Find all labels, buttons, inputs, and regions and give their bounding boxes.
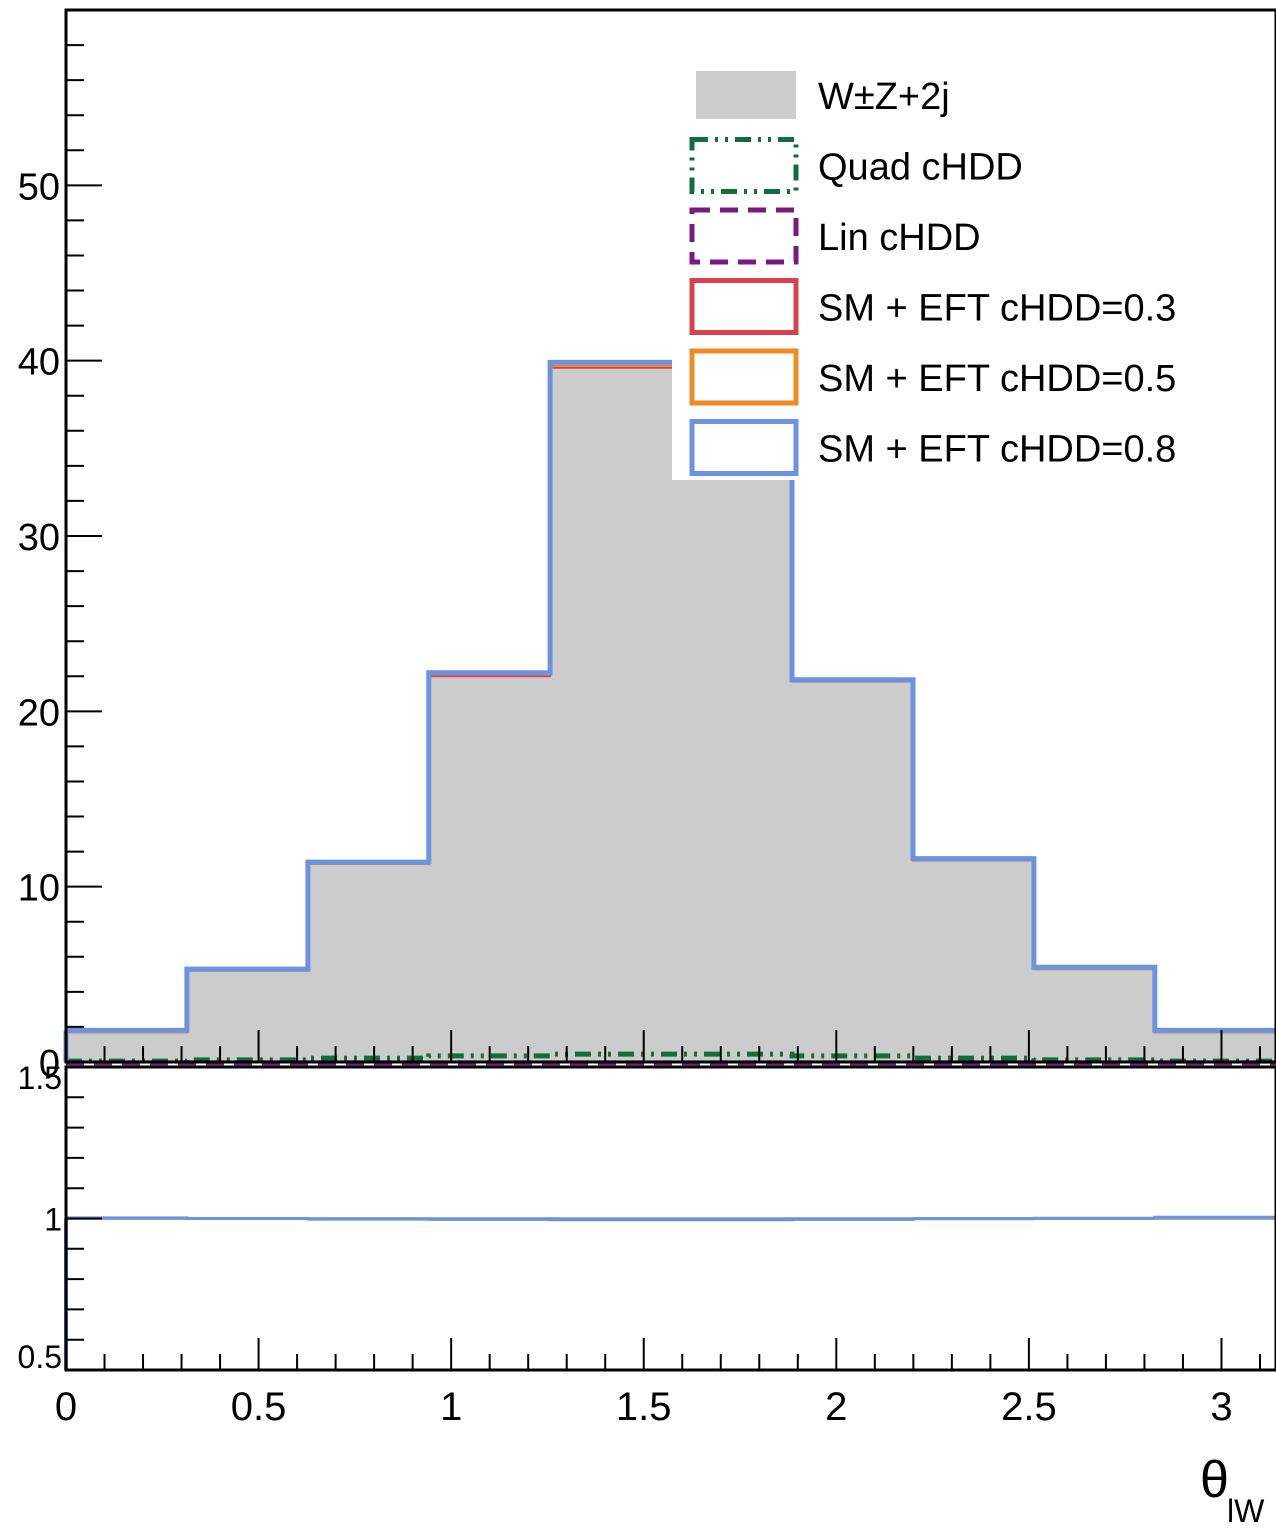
x-tick-label: 1.5: [616, 1385, 672, 1429]
ratio-lines-layer: [64, 1215, 1276, 1370]
x-axis-label-sub: lW: [1227, 1493, 1265, 1529]
ratio-y-tick-label: 1.5: [18, 1060, 62, 1096]
main-axes: 0 10 20 30 40 50: [18, 8, 1276, 1085]
legend-swatch: [689, 419, 799, 476]
ratio-series-chdd-0-8: [66, 1215, 1276, 1222]
bar-wz2j-bin-1: [186, 970, 309, 1062]
x-axis-label-main: θ: [1200, 1451, 1229, 1509]
x-axis-label: θ lW: [1200, 1451, 1265, 1529]
legend-swatch: [689, 207, 799, 265]
ratio-axes: 0.5 1 1.5 0 0.5 1 1.5 2 2.5 3: [18, 1060, 1276, 1429]
ratio-y-tick-label: 0.5: [18, 1339, 62, 1375]
legend-item: W±Z+2j: [696, 71, 950, 119]
x-tick-label: 1: [440, 1385, 462, 1429]
legend-label: SM + EFT cHDD=0.5: [818, 358, 1176, 400]
legend-label: W±Z+2j: [818, 76, 950, 118]
legend-label: SM + EFT cHDD=0.8: [818, 429, 1176, 471]
x-tick-label: 0.5: [231, 1385, 287, 1429]
legend-swatch: [689, 278, 799, 335]
bar-wz2j-bin-7: [913, 860, 1035, 1062]
main-y-tick-label: 10: [18, 868, 60, 910]
legend-item: Lin cHDD: [689, 207, 981, 265]
main-y-tick-label: 40: [18, 342, 60, 384]
bar-wz2j-bin-8: [1033, 969, 1156, 1062]
x-tick-label: 0: [55, 1385, 77, 1429]
bar-wz2j-bin-5: [671, 367, 793, 1062]
legend-swatch: [696, 71, 796, 119]
main-y-tick-label: 50: [18, 166, 60, 208]
x-tick-label: 2: [825, 1385, 847, 1429]
series-sm-eft-chdd-0-8: [66, 359, 1276, 1033]
main-y-tick-label: 20: [18, 692, 60, 734]
bar-wz2j-bin-0: [66, 1032, 188, 1062]
legend-swatch: [689, 137, 799, 194]
legend-item: Quad cHDD: [689, 137, 1023, 194]
legend-label: Lin cHDD: [818, 217, 981, 259]
bar-wz2j-bin-2: [307, 863, 430, 1062]
legend-item: SM + EFT cHDD=0.8: [689, 419, 1176, 476]
legend: W±Z+2j Quad cHDD Lin cHDD SM + EFT cHDD=0.3…: [672, 60, 1272, 480]
x-tick-label: 3: [1210, 1385, 1232, 1429]
main-y-tick-label: 0: [39, 1043, 60, 1085]
bar-wz2j-bin-9: [1154, 1032, 1276, 1062]
series-quad-chdd: [66, 1051, 1276, 1064]
main-y-tick-label: 30: [18, 517, 60, 559]
x-tick-label: 2.5: [1001, 1385, 1057, 1429]
bar-wz2j-bin-4: [550, 367, 672, 1062]
legend-swatch: [689, 348, 799, 406]
ratio-y-tick-label: 1: [44, 1202, 62, 1238]
main-fill-layer: [66, 367, 1276, 1062]
legend-item: SM + EFT cHDD=0.3: [689, 278, 1176, 335]
legend-label: SM + EFT cHDD=0.3: [818, 288, 1176, 330]
bar-wz2j-bin-3: [428, 676, 551, 1062]
legend-label: Quad cHDD: [818, 147, 1023, 189]
bar-wz2j-bin-6: [792, 681, 914, 1062]
legend-background: [672, 60, 1272, 480]
legend-item: SM + EFT cHDD=0.5: [689, 348, 1176, 406]
